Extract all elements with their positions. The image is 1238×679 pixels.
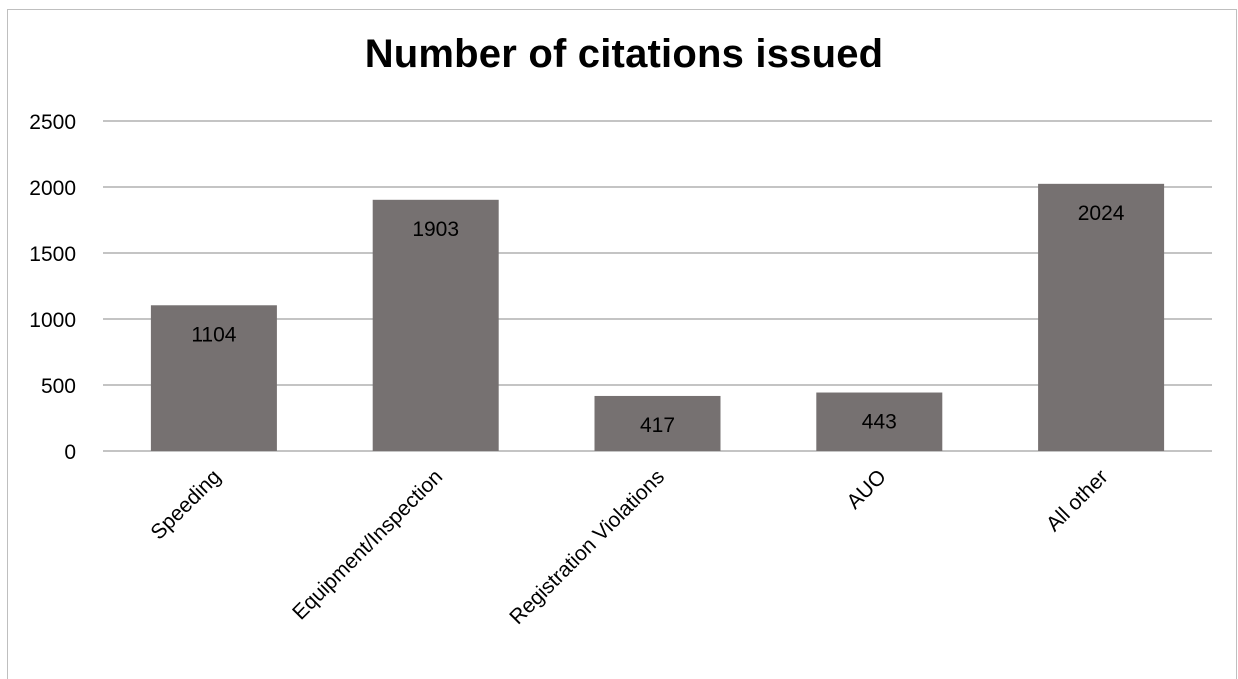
- bar: [1038, 183, 1165, 451]
- y-tick-label: 2000: [29, 177, 76, 200]
- bars: [150, 183, 1165, 451]
- chart-title: Number of citations issued: [364, 32, 884, 76]
- x-tick-label: Registration Violations: [505, 465, 669, 629]
- chart-frame: [7, 9, 1237, 679]
- bar: [816, 392, 943, 451]
- x-tick-label: Speeding: [146, 465, 225, 544]
- bar: [150, 305, 277, 451]
- y-tick-label: 2500: [29, 111, 76, 134]
- data-labels: 1104 1903 417 443 2024: [191, 202, 1124, 437]
- y-tick-label: 1500: [29, 243, 76, 266]
- x-tick-label: All other: [1042, 465, 1113, 536]
- y-tick-label: 500: [41, 375, 76, 398]
- y-tick-label: 0: [64, 441, 76, 464]
- data-label: 1104: [191, 323, 236, 346]
- data-label: 1903: [412, 218, 459, 241]
- data-label: 443: [862, 411, 897, 434]
- y-axis-tick-labels: 0 500 1000 1500 2000 2500: [29, 111, 76, 464]
- x-axis-tick-labels: Speeding Equipment/Inspection Registration…: [146, 465, 1112, 629]
- y-tick-label: 1000: [29, 309, 76, 332]
- data-label: 417: [640, 414, 675, 437]
- x-tick-label: Equipment/Inspection: [288, 465, 447, 624]
- x-tick-label: AUO: [842, 465, 890, 513]
- bar: [372, 199, 499, 451]
- bar: [594, 395, 721, 451]
- data-label: 2024: [1078, 202, 1125, 225]
